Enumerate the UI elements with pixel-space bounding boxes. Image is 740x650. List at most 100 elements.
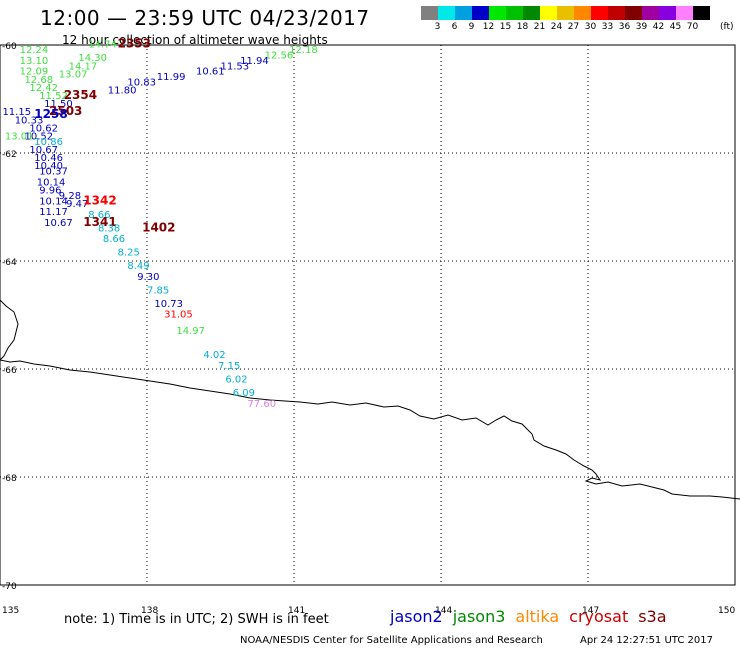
wave-height-label: 13.07 <box>59 69 88 80</box>
wave-height-label: 12.24 <box>20 45 49 56</box>
wave-height-label: 8.25 <box>118 248 140 259</box>
wave-height-label: 9.96 <box>39 186 61 197</box>
wave-height-label: 6.09 <box>233 388 255 399</box>
color-swatch <box>693 6 710 20</box>
longitude-tick-label: 135 <box>2 606 19 616</box>
wave-height-label: 31.05 <box>164 310 193 321</box>
pass-time-label: 1258 <box>34 107 67 121</box>
color-scale-tick-label: 21 <box>533 22 546 32</box>
wave-height-label: 10.14 <box>37 177 66 188</box>
legend-cryosat: cryosat <box>569 607 629 626</box>
color-scale-tick-label: 24 <box>550 22 563 32</box>
wave-height-label: 11.15 <box>2 107 31 118</box>
map-title: 12:00 — 23:59 UTC 04/23/2017 <box>40 6 370 30</box>
wave-height-label: 10.33 <box>15 115 44 126</box>
legend-s3a: s3a <box>638 607 667 626</box>
color-scale-tick-label: 33 <box>601 22 614 32</box>
wave-height-label: 14.30 <box>78 53 107 64</box>
wave-height-label: 10.62 <box>29 123 58 134</box>
latitude-tick-label: -66 <box>2 366 17 376</box>
wave-height-label: 9.47 <box>66 199 88 210</box>
footer-credit: NOAA/NESDIS Center for Satellite Applica… <box>240 635 543 646</box>
wave-height-label: 8.49 <box>127 261 149 272</box>
legend-jason3: jason3 <box>452 607 506 626</box>
map-frame <box>0 44 736 586</box>
wave-height-label: 11.94 <box>240 56 269 67</box>
latitude-tick-label: -64 <box>2 258 17 268</box>
wave-height-label: 10.61 <box>196 67 225 78</box>
latitude-tick-label: -70 <box>2 582 17 592</box>
wave-height-label: 10.86 <box>34 137 63 148</box>
color-swatch <box>557 6 574 20</box>
color-swatch <box>608 6 625 20</box>
wave-height-label: 14.17 <box>69 61 98 72</box>
wave-height-label: 10.67 <box>44 218 73 229</box>
legend-altika: altika <box>515 607 560 626</box>
wave-height-label: 8.66 <box>103 234 125 245</box>
color-swatch <box>523 6 540 20</box>
wave-height-label: 7.85 <box>147 285 169 296</box>
pass-time-label: 2354 <box>64 88 97 102</box>
color-scale-tick-label: 42 <box>652 22 665 32</box>
pass-time-label: 1341 <box>83 215 116 229</box>
color-scale-tick-label: 27 <box>567 22 580 32</box>
wave-height-label: 11.50 <box>44 99 73 110</box>
wave-height-label: 12.68 <box>25 75 54 86</box>
wave-height-label: 11.53 <box>221 61 250 72</box>
footer-timestamp: Apr 24 12:27:51 UTC 2017 <box>580 635 713 646</box>
longitude-tick-label: 144 <box>435 606 452 616</box>
wave-height-label: 12.09 <box>20 67 49 78</box>
wave-height-label: 11.52 <box>39 91 68 102</box>
satellite-legend: jason2 jason3 altika cryosat s3a <box>390 607 677 626</box>
map-subtitle: 12 hour collection of altimeter wave hei… <box>62 33 328 47</box>
color-scale-bar <box>421 6 710 21</box>
color-swatch <box>625 6 642 20</box>
latitude-tick-label: -68 <box>2 474 17 484</box>
wave-height-label: 11.17 <box>39 207 68 218</box>
latitude-tick-label: -60 <box>2 42 17 52</box>
coastline <box>0 299 740 500</box>
wave-height-label: 14.97 <box>176 326 205 337</box>
wave-height-label: 12.18 <box>289 45 318 56</box>
wave-height-label: 10.83 <box>127 78 156 89</box>
pass-time-label: 1342 <box>83 193 116 207</box>
wave-height-label: 10.73 <box>154 299 183 310</box>
color-scale-tick-label: 9 <box>468 22 475 32</box>
color-scale-tick-label: 18 <box>516 22 529 32</box>
longitude-tick-label: 138 <box>141 606 158 616</box>
pass-time-label: 2353 <box>118 37 151 51</box>
color-swatch <box>455 6 472 20</box>
color-swatch <box>574 6 591 20</box>
wave-height-label: 13.10 <box>20 56 49 67</box>
observation-labels: 14.74 235312.2414.3013.1012.1812.5611.941… <box>2 37 317 410</box>
wave-height-label: 10.40 <box>34 161 63 172</box>
wave-height-label: 8.38 <box>98 223 120 234</box>
graticule: -60 -62 -64 -66 -68 -70 135 138 141 144 147 150 <box>0 42 736 616</box>
wave-height-label: 13.01 <box>5 132 34 143</box>
color-scale-tick-label: 15 <box>499 22 512 32</box>
wave-height-label: 10.67 <box>29 145 58 156</box>
color-scale-tick-label: 12 <box>482 22 495 32</box>
color-swatch <box>438 6 455 20</box>
pass-time-label: 2503 <box>49 104 82 118</box>
color-swatch <box>540 6 557 20</box>
wave-height-label: 77.60 <box>247 399 276 410</box>
color-swatch <box>506 6 523 20</box>
color-scale-unit: (ft) <box>720 22 734 32</box>
color-scale-tick-label: 36 <box>618 22 631 32</box>
color-swatch <box>676 6 693 20</box>
color-swatch <box>489 6 506 20</box>
color-swatch <box>421 6 438 20</box>
antarctic-coastline <box>0 299 740 500</box>
wave-height-label: 6.02 <box>225 375 247 386</box>
color-scale-tick-label: 6 <box>451 22 458 32</box>
wave-height-label: 10.37 <box>39 167 68 178</box>
wave-height-label: 8.66 <box>88 210 110 221</box>
wave-height-label: 10.14 <box>39 196 68 207</box>
color-scale-tick-label: 30 <box>584 22 597 32</box>
latitude-tick-label: -62 <box>2 150 17 160</box>
wave-height-label: 11.99 <box>157 72 186 83</box>
longitude-tick-label: 147 <box>582 606 599 616</box>
color-swatch <box>642 6 659 20</box>
